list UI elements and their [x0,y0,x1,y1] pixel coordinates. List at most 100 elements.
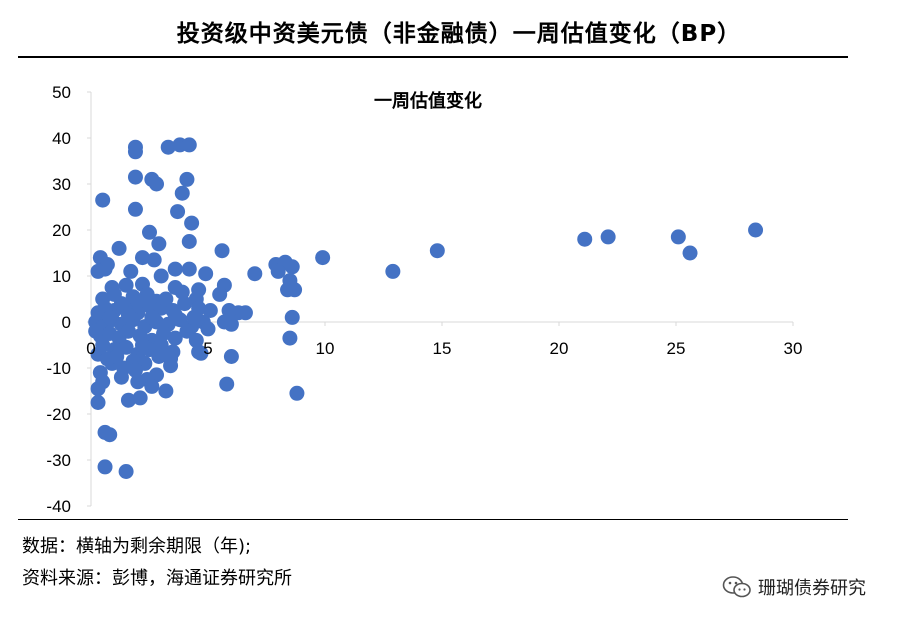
scatter-point [158,291,174,307]
title-rule [18,56,848,58]
scatter-point [95,291,111,307]
y-tick-label: 10 [52,267,71,286]
scatter-point [109,349,125,364]
scatter-point [270,263,286,279]
scatter-point [284,309,300,325]
scatter-point [127,169,143,185]
y-tick-label: -40 [46,497,71,516]
scatter-point [315,250,331,266]
scatter-point [113,369,129,385]
scatter-point [282,330,298,346]
scatter-point [111,240,127,256]
scatter-point [214,243,230,259]
scatter-point [188,332,204,348]
scatter-point [179,171,195,187]
scatter-point [174,284,190,300]
scatter-point [198,266,214,282]
scatter-point [287,282,303,298]
scatter-point [156,326,172,341]
scatter-point [429,243,445,259]
scatter-point [193,345,209,361]
y-tick-label: 0 [62,313,71,332]
x-axis-labels: 0 5 10 15 20 25 30 [86,339,802,358]
scatter-point [102,427,118,443]
scatter-point [130,374,146,390]
scatter-point [120,307,136,323]
scatter-point [146,252,162,268]
x-tick-label: 30 [784,339,803,358]
scatter-point [118,464,134,479]
page-title: 投资级中资美元债（非金融债）一周估值变化（BP） [176,21,742,47]
scatter-points [88,137,764,479]
x-tick-label: 25 [667,339,686,358]
scatter-point [289,385,305,401]
scatter-point [186,309,202,325]
scatter-point [144,309,160,325]
scatter-point [600,229,616,245]
watermark: 珊瑚债券研究 [722,574,866,600]
bottom-rule [18,519,848,520]
y-axis-labels: -40 -30 -20 -10 0 10 20 30 40 50 [46,83,71,516]
scatter-point [144,378,160,394]
chart-title: 一周估值变化 [374,90,482,112]
scatter-point [90,395,106,410]
scatter-point [170,204,186,220]
scatter-point [158,346,174,362]
scatter-point [221,303,237,318]
scatter-point [179,323,195,339]
scatter-point [130,293,146,309]
x-tick-label: 20 [550,339,569,358]
scatter-point [682,245,698,261]
scatter-point [177,296,193,312]
scatter-point [237,305,253,321]
x-tick-label: 10 [316,339,335,358]
scatter-point [118,277,134,293]
source-note: 资料来源：彭博，海通证券研究所 [22,568,292,589]
scatter-point [88,323,104,339]
scatter-point [102,309,118,325]
scatter-point [149,176,165,192]
x-tick-label: 5 [203,339,212,358]
scatter-point [127,362,143,378]
scatter-point [181,261,197,277]
scatter-point [223,316,239,332]
scatter-point [284,259,300,275]
scatter-point [118,339,134,355]
scatter-point [223,349,239,364]
scatter-point [167,261,183,277]
scatter-point [120,392,136,408]
scatter-point [167,330,183,346]
scatter-point [153,268,169,284]
scatter-point [113,296,129,312]
scatter-point [200,321,216,337]
scatter-point [167,307,183,323]
scatter-point [95,192,111,208]
scatter-point [670,229,686,245]
scatter-point [95,374,111,390]
scatter-point [219,376,235,392]
scatter-point [247,266,263,282]
scatter-point [127,201,143,217]
scatter-point [123,263,139,279]
y-axis [87,91,92,507]
scatter-point [184,215,200,231]
scatter-point [385,263,401,279]
data-note: 数据：横轴为剩余期限（年); [22,536,252,557]
x-tick-label: 0 [86,339,95,358]
y-tick-label: 50 [52,83,71,102]
scatter-point [142,224,157,240]
scatter-point [97,459,113,475]
scatter-point [134,250,150,266]
wechat-icon [722,576,751,598]
scatter-point [202,303,218,318]
watermark-text: 珊瑚债券研究 [758,578,866,599]
y-tick-label: 30 [52,175,71,194]
scatter-point [160,139,176,155]
scatter-point [151,236,167,252]
scatter-point [577,231,593,247]
y-tick-label: -20 [46,405,71,424]
scatter-point [181,137,197,153]
y-tick-label: 20 [52,221,71,240]
scatter-point [142,298,157,314]
scatter-point [212,286,228,302]
